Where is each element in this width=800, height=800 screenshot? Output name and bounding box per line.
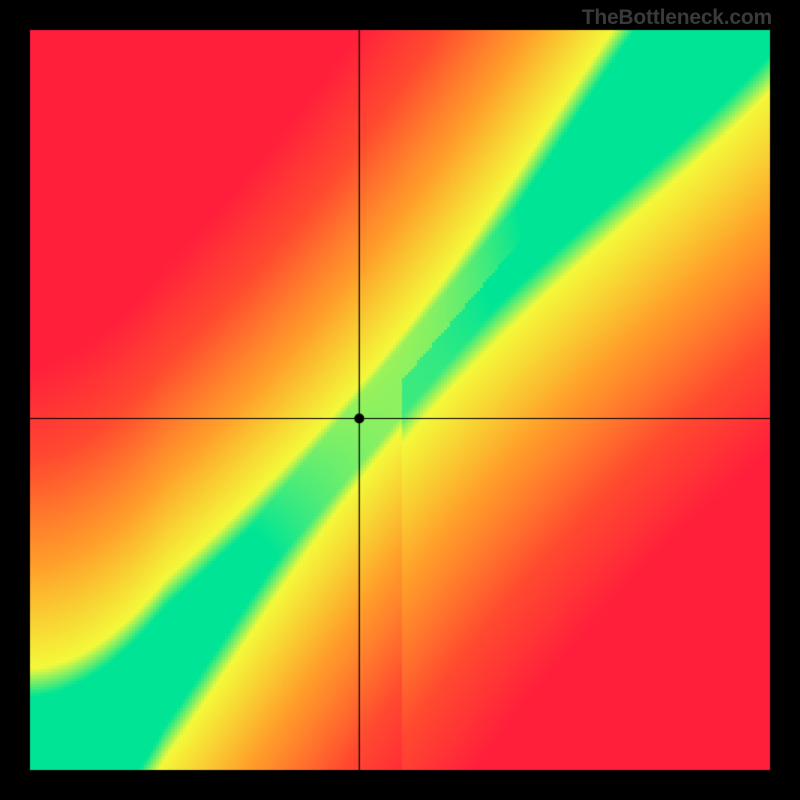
chart-container: TheBottleneck.com — [0, 0, 800, 800]
watermark-text: TheBottleneck.com — [582, 6, 772, 30]
heatmap-canvas — [0, 0, 800, 800]
